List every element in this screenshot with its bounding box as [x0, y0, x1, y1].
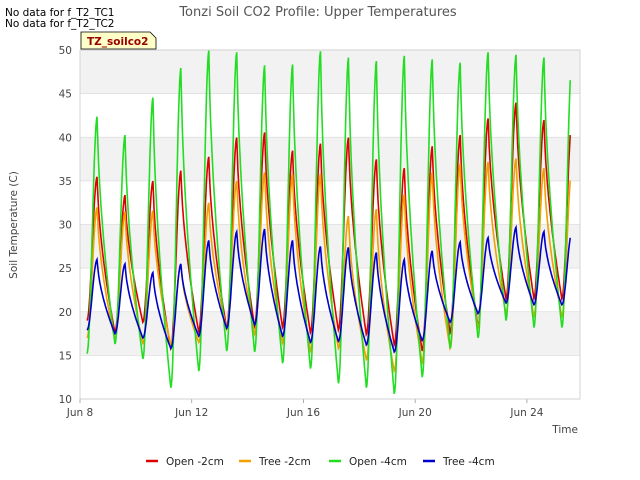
- y-tick-label: 30: [59, 220, 72, 232]
- y-tick-label: 40: [59, 132, 72, 144]
- y-tick-label: 10: [59, 394, 72, 406]
- x-tick-label: Jun 20: [398, 407, 432, 419]
- shaded-band: [80, 311, 580, 356]
- series-line-tree-2cm: [86, 158, 571, 374]
- no-data-note-1: No data for f_T2_TC1: [5, 7, 115, 19]
- x-tick-label: Jun 24: [509, 407, 543, 419]
- no-data-note-2: No data for f_T2_TC2: [5, 18, 115, 30]
- legend-label: Open -4cm: [349, 456, 407, 468]
- y-tick-label: 25: [59, 263, 72, 275]
- y-tick-label: 50: [59, 45, 72, 57]
- x-axis-label: Time: [551, 424, 578, 436]
- y-tick-label: 35: [59, 176, 72, 188]
- legend-label: Tree -2cm: [258, 456, 311, 468]
- legend-label: Open -2cm: [166, 456, 224, 468]
- y-tick-label: 15: [59, 350, 72, 362]
- site-label: TZ_soilco2: [87, 36, 148, 48]
- x-tick-label: Jun 12: [174, 407, 208, 419]
- chart-title: Tonzi Soil CO2 Profile: Upper Temperatur…: [178, 5, 457, 20]
- y-tick-label: 45: [59, 89, 72, 101]
- series-line-open-4cm: [86, 50, 571, 394]
- shaded-band: [80, 50, 580, 94]
- x-tick-label: Jun 16: [286, 407, 320, 419]
- plot-area: 10 15 20 25 30 35 40 45 50 Jun 8 Jun 12 Jun 16 Jun 2…: [59, 45, 581, 419]
- x-tick-label: Jun 8: [66, 407, 93, 419]
- shaded-band: [80, 137, 580, 181]
- legend-label: Tree -4cm: [442, 456, 495, 468]
- legend: Open -2cm Tree -2cm Open -4cm Tree -4cm: [146, 456, 495, 468]
- series-line-tree-4cm: [86, 224, 571, 354]
- plot-frame: [79, 49, 581, 400]
- y-tick-label: 20: [59, 307, 72, 319]
- site-label-box: TZ_soilco2: [80, 31, 157, 50]
- y-axis-label: Soil Temperature (C): [8, 171, 20, 279]
